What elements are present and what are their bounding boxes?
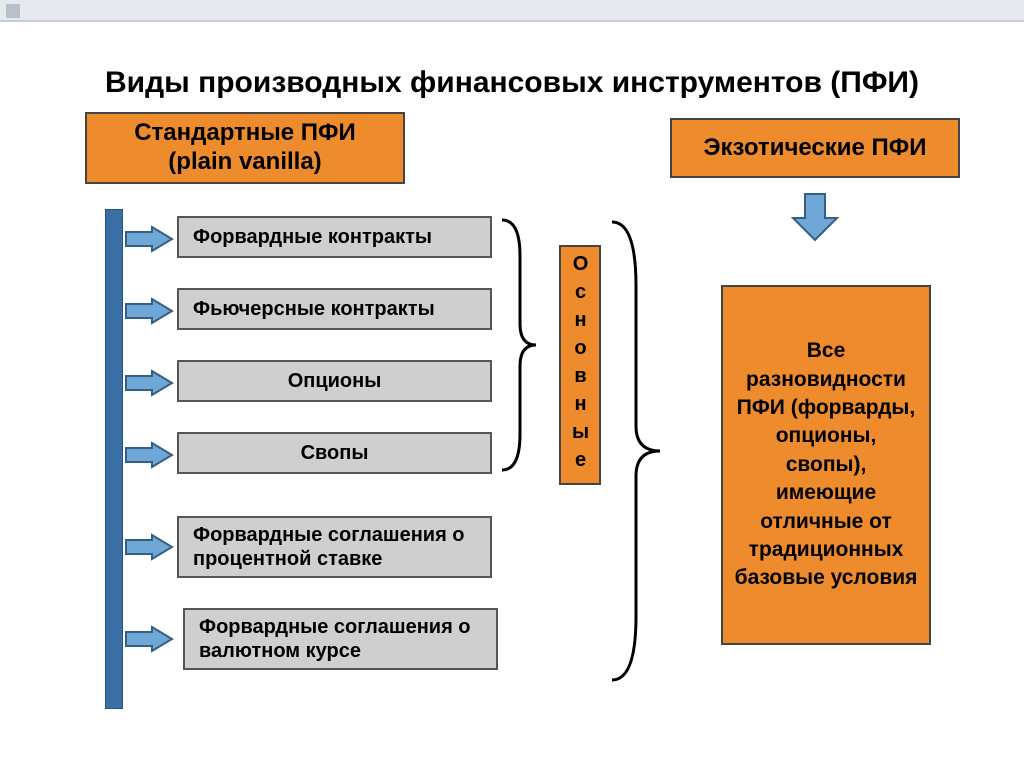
item-box-6: Форвардные соглашения о валютном курсе xyxy=(183,608,498,670)
vertical-bar xyxy=(105,209,123,709)
page-title: Виды производных финансовых инструментов… xyxy=(0,66,1024,100)
item-label-4: Свопы xyxy=(301,442,369,465)
exotic-pfi-header: Экзотические ПФИ xyxy=(670,118,960,178)
arrow-right-icon xyxy=(124,625,174,653)
arrow-right-icon xyxy=(124,225,174,253)
standard-pfi-header: Стандартные ПФИ (plain vanilla) xyxy=(85,112,405,184)
item-box-1: Форвардные контракты xyxy=(177,216,492,258)
item-box-5: Форвардные соглашения о процентной ставк… xyxy=(177,516,492,578)
arrow-right-icon xyxy=(124,297,174,325)
item-label-5: Форвардные соглашения о процентной ставк… xyxy=(193,523,476,571)
arrow-right-icon xyxy=(124,441,174,469)
standard-pfi-line1: Стандартные ПФИ xyxy=(134,119,356,148)
item-box-2: Фьючерсные контракты xyxy=(177,288,492,330)
item-box-4: Свопы xyxy=(177,432,492,474)
exotic-description-text: Все разновидности ПФИ (форварды, опционы… xyxy=(733,337,919,592)
arrow-right-icon xyxy=(124,369,174,397)
arrow-down-icon xyxy=(791,192,839,242)
vertical-label-text: Основные xyxy=(569,253,592,477)
decorative-square-icon xyxy=(6,4,20,18)
brace-large-icon xyxy=(606,216,666,686)
standard-pfi-line2: (plain vanilla) xyxy=(134,148,356,177)
decorative-top-band xyxy=(0,0,1024,22)
item-label-6: Форвардные соглашения о валютном курсе xyxy=(199,615,482,663)
arrow-right-icon xyxy=(124,533,174,561)
item-label-2: Фьючерсные контракты xyxy=(193,298,435,321)
item-label-3: Опционы xyxy=(288,370,382,393)
exotic-description-box: Все разновидности ПФИ (форварды, опционы… xyxy=(721,285,931,645)
vertical-label-box: Основные xyxy=(559,245,601,485)
exotic-pfi-label: Экзотические ПФИ xyxy=(703,134,926,162)
brace-small-icon xyxy=(498,216,538,474)
item-label-1: Форвардные контракты xyxy=(193,226,432,249)
item-box-3: Опционы xyxy=(177,360,492,402)
